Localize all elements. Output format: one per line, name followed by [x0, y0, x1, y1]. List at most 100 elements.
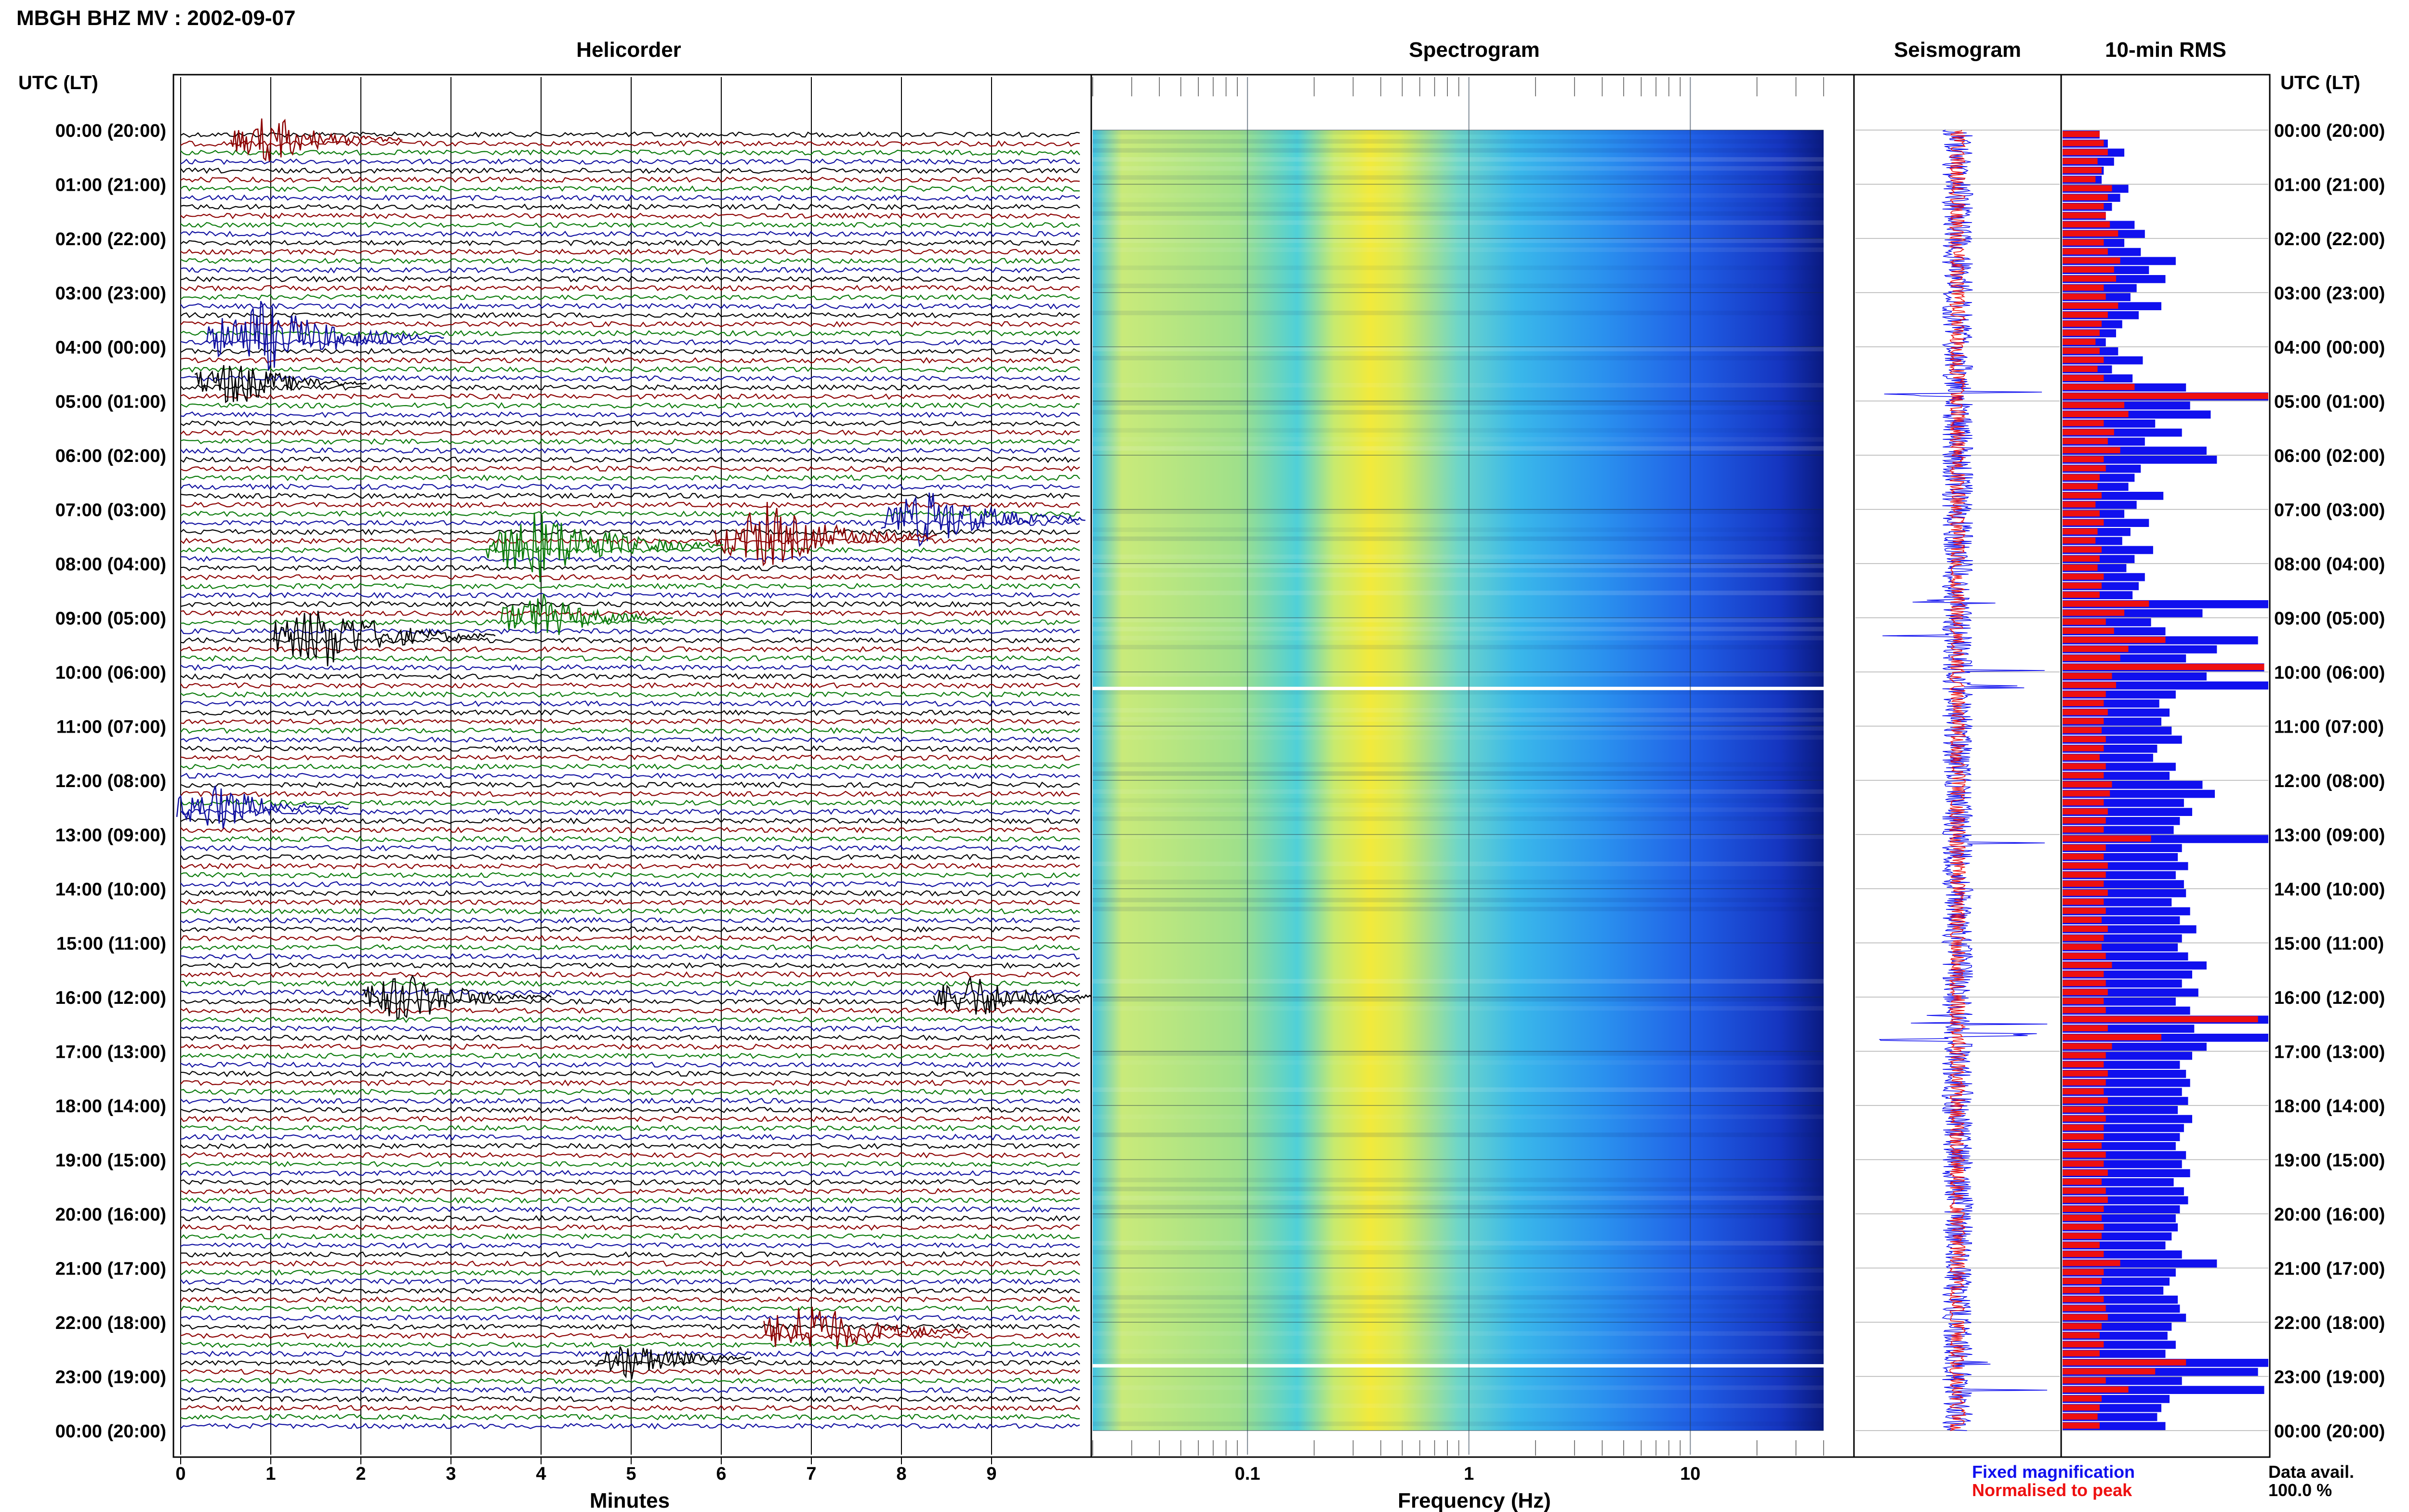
time-label: 11:00 (07:00): [2274, 717, 2384, 737]
rms-normalised-bar: [2063, 276, 2116, 282]
rms-normalised-bar: [2063, 1124, 2104, 1131]
rms-normalised-bar: [2063, 1043, 2112, 1050]
helicorder-trace: [180, 754, 1080, 762]
helicorder-trace: [180, 1260, 1080, 1267]
helicorder-trace: [180, 1242, 1080, 1249]
rms-normalised-bar: [2063, 573, 2104, 580]
rms-normalised-bar: [2063, 736, 2106, 742]
spectrogram-row: [1093, 834, 1824, 839]
spectrogram-row: [1093, 1087, 1824, 1092]
spectrogram-row: [1093, 166, 1824, 171]
rms-normalised-bar: [2063, 510, 2100, 517]
rms-normalised-bar: [2063, 917, 2102, 923]
helicorder-trace: [180, 1215, 1080, 1222]
rms-normalised-bar: [2063, 1179, 2102, 1185]
spectrogram-row: [1093, 1196, 1824, 1200]
rms-normalised-bar: [2063, 212, 2106, 219]
helicorder-trace: [180, 574, 1080, 580]
minute-ticks: 0 1 2 3 4 5 6 7 8 9: [175, 1457, 997, 1484]
helicorder-trace: [180, 1062, 1080, 1068]
helicorder-trace: [180, 1233, 1080, 1240]
rms-normalised-bar: [2063, 329, 2100, 336]
helicorder-trace: [180, 1043, 1080, 1050]
helicorder-trace: [180, 1052, 1080, 1059]
helicorder-trace: [180, 989, 1080, 996]
time-label: 08:00 (04:00): [55, 554, 166, 575]
spectrogram-row: [1093, 690, 1824, 695]
helicorder-trace: [180, 393, 1080, 400]
time-label: 09:00 (05:00): [55, 609, 166, 629]
rms-normalised-bar: [2063, 221, 2110, 228]
helicorder-trace: [180, 1350, 1080, 1357]
rms-normalised-bar: [2063, 637, 2166, 643]
helicorder-trace: [180, 366, 1080, 373]
helicorder-trace: [180, 971, 1080, 978]
rms-normalised-bar: [2063, 528, 2098, 535]
time-label: 19:00 (15:00): [2274, 1151, 2385, 1171]
helicorder-trace: [180, 1034, 1080, 1041]
helicorder-event: [881, 492, 1085, 547]
rms-normalised-bar: [2063, 871, 2106, 878]
helicorder-trace: [180, 718, 1080, 725]
minute-tick-label: 9: [986, 1464, 996, 1484]
spectrogram-row: [1093, 1060, 1824, 1065]
seismogram-title: Seismogram: [1894, 38, 2021, 62]
helicorder-trace: [180, 917, 1080, 924]
time-label: 03:00 (23:00): [2274, 284, 2385, 304]
spectrogram-panel: 0.1 1 10: [1090, 74, 1855, 1484]
spectrogram-row: [1093, 816, 1824, 821]
rms-normalised-bar: [2063, 230, 2118, 237]
rms-normalised-bar: [2063, 754, 2100, 761]
rms-normalised-bar: [2063, 1404, 2100, 1411]
frequency-axis-label: Frequency (Hz): [1398, 1489, 1551, 1512]
spectrogram-row: [1093, 238, 1824, 243]
helicorder-trace: [180, 348, 1080, 355]
helicorder-trace: [180, 745, 1080, 752]
helicorder-trace: [180, 483, 1080, 490]
rms-hour-grid: [2063, 130, 2268, 1431]
spectrogram-row: [1093, 1006, 1824, 1011]
rms-normalised-bar: [2063, 989, 2108, 995]
spectrogram-row: [1093, 1214, 1824, 1219]
spectrogram-row: [1093, 627, 1824, 631]
rms-normalised-bar: [2063, 302, 2118, 309]
spectrogram-row: [1093, 347, 1824, 352]
time-label: 14:00 (10:00): [2274, 880, 2385, 900]
spectrogram-row: [1093, 1385, 1824, 1390]
rms-normalised-bar: [2063, 384, 2135, 390]
helicorder-trace: [180, 1007, 1080, 1014]
rms-normalised-bar: [2063, 1377, 2106, 1384]
spectrogram-row: [1093, 1051, 1824, 1056]
helicorder-trace: [180, 1079, 1080, 1087]
rms-normalised-bar: [2063, 1395, 2102, 1402]
spectrogram-row: [1093, 789, 1824, 794]
rms-normalised-bar: [2063, 1025, 2108, 1031]
time-label: 06:00 (02:00): [2274, 446, 2385, 466]
time-label: 12:00 (08:00): [55, 771, 166, 791]
helicorder-trace: [180, 276, 1080, 283]
time-label: 02:00 (22:00): [2274, 229, 2385, 250]
spectrogram-row: [1093, 1114, 1824, 1119]
legend-fixed-magnification: Fixed magnification: [1972, 1462, 2135, 1482]
helicorder-trace: [180, 835, 1080, 842]
time-label: 13:00 (09:00): [55, 826, 166, 846]
spectrogram-row: [1093, 1205, 1824, 1210]
spectrogram-row: [1093, 1313, 1824, 1318]
helicorder-trace: [180, 212, 1080, 220]
helicorder-trace: [180, 465, 1080, 472]
spectrogram-row: [1093, 726, 1824, 731]
helicorder-trace: [180, 1296, 1080, 1303]
spectrogram-row: [1093, 527, 1824, 532]
helicorder-trace: [180, 1368, 1080, 1376]
rms-normalised-bar: [2063, 790, 2110, 797]
rms-normalised-bar: [2063, 320, 2102, 327]
helicorder-trace: [180, 962, 1080, 969]
helicorder-trace: [180, 1188, 1080, 1195]
minute-tick-label: 6: [716, 1464, 726, 1484]
spectrogram-row: [1093, 591, 1824, 595]
helicorder-trace: [180, 1116, 1080, 1123]
helicorder-trace: [180, 1224, 1080, 1231]
helicorder-trace: [180, 736, 1080, 743]
rms-normalised-bar: [2063, 1332, 2100, 1339]
seismogram-fixed-trace: [1879, 130, 2048, 1431]
